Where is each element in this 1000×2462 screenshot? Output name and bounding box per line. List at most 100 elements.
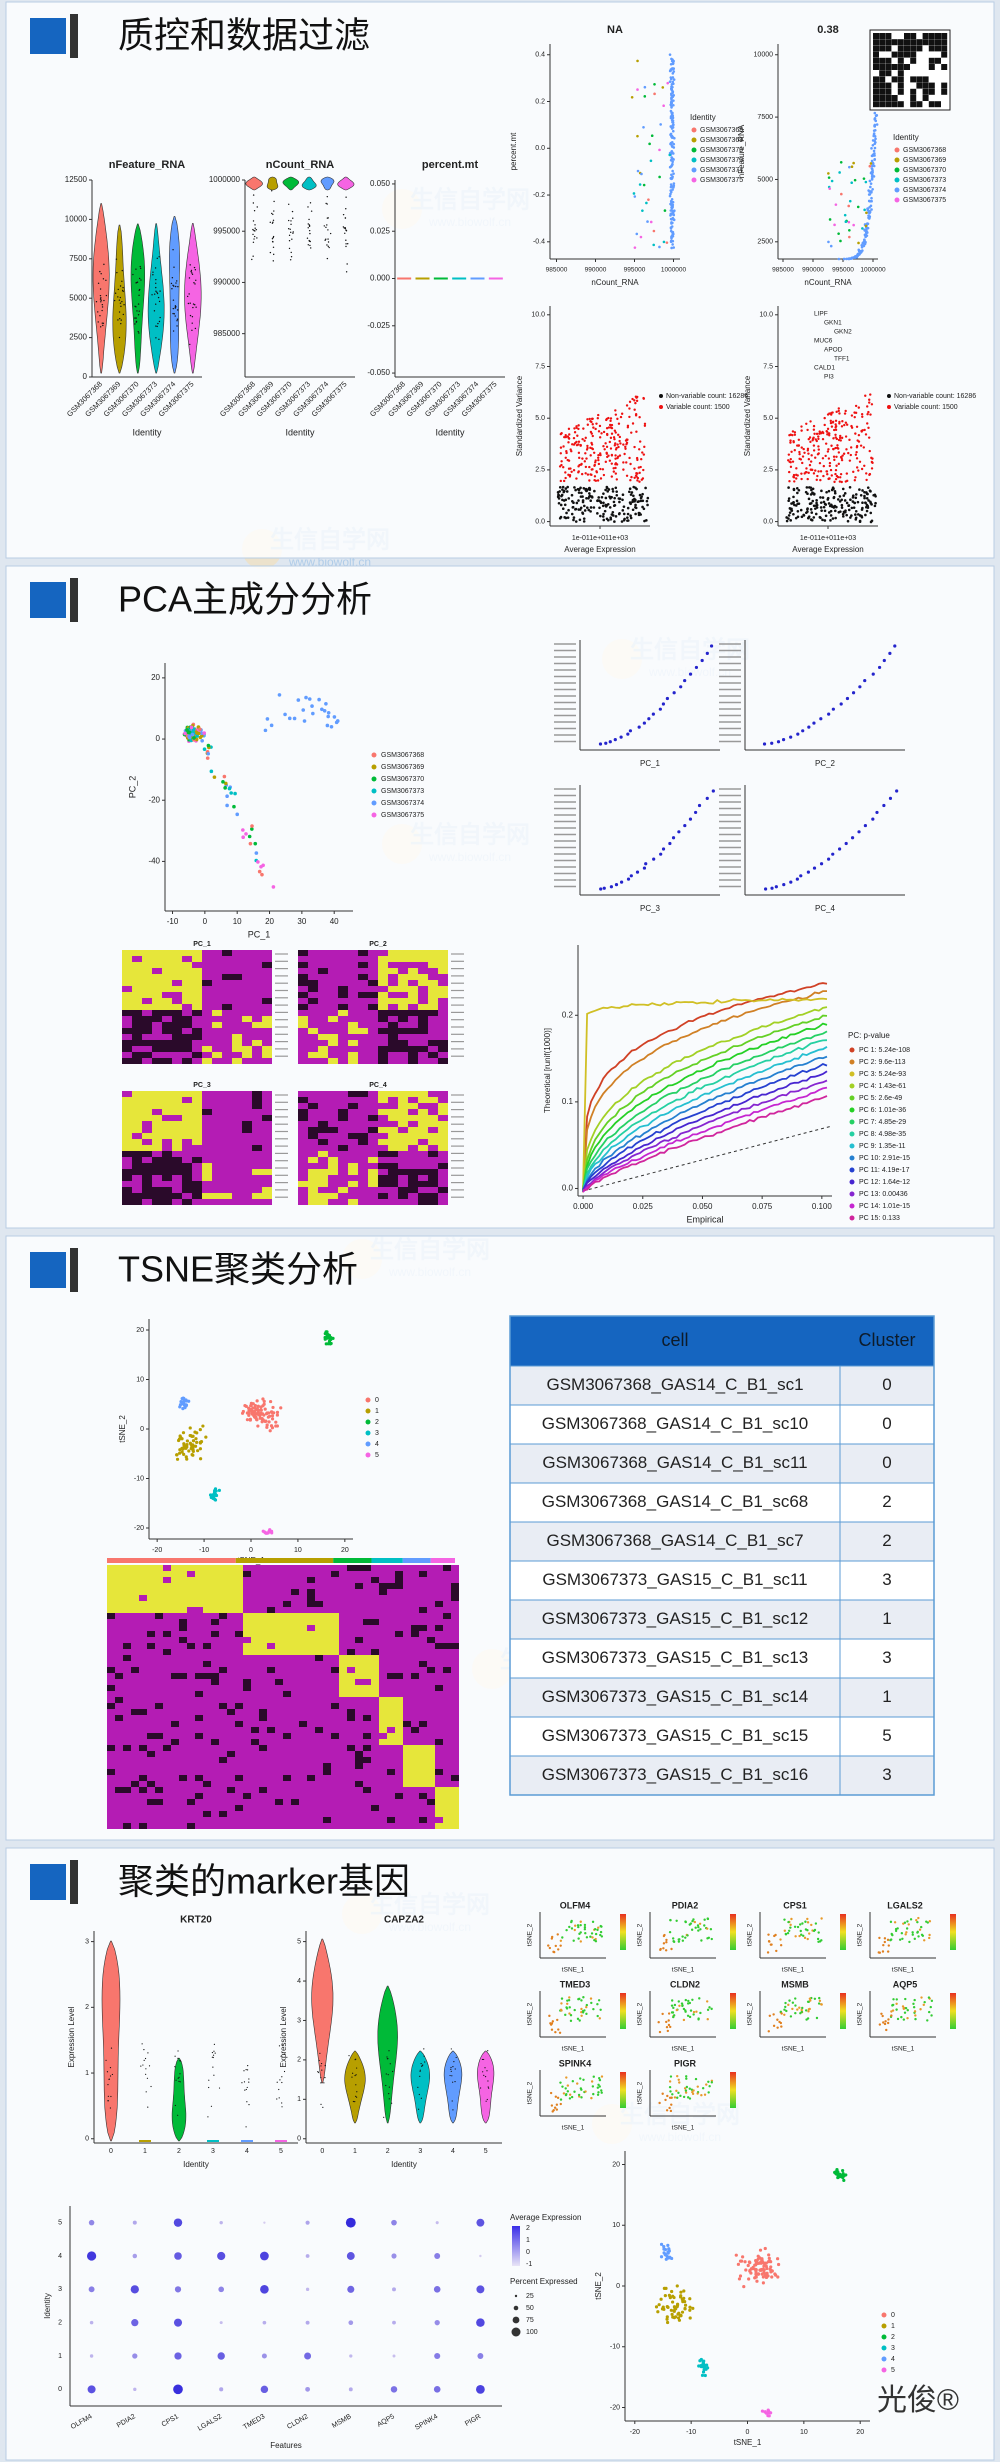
point	[614, 431, 617, 434]
point	[250, 1412, 254, 1416]
point	[670, 118, 674, 122]
y-tick-label: 10.0	[531, 312, 545, 319]
point	[634, 506, 638, 510]
point	[272, 213, 274, 216]
heatmap-cell	[152, 1109, 162, 1115]
loading-dot	[651, 712, 655, 716]
point	[787, 486, 790, 489]
heatmap-cell	[403, 1649, 411, 1655]
heatmap-cell	[368, 974, 378, 980]
heatmap-cell	[232, 962, 242, 968]
heatmap-cell	[187, 1685, 195, 1691]
point	[827, 172, 830, 175]
heatmap-cell	[162, 998, 172, 1004]
heatmap-cell	[203, 1691, 211, 1697]
heatmap-cell	[211, 1691, 219, 1697]
heatmap-cell	[155, 1679, 163, 1685]
heatmap-cell	[182, 950, 192, 956]
loading-dot	[863, 678, 867, 683]
heatmap-cell	[348, 1151, 358, 1157]
heatmap-cell	[131, 1673, 139, 1679]
x-tick-label: 990000	[802, 267, 824, 274]
heatmap-cell	[428, 1157, 438, 1163]
loading-dot	[893, 644, 897, 648]
point	[176, 309, 179, 311]
heatmap-cell	[132, 1103, 142, 1109]
heatmap-cell	[172, 1151, 182, 1157]
heatmap-cell	[328, 1199, 338, 1205]
heatmap-cell	[428, 986, 438, 992]
point	[632, 494, 635, 498]
panel-title: percent.mt	[422, 159, 479, 171]
heatmap-cell	[347, 1691, 355, 1697]
point	[326, 224, 328, 226]
heatmap-cell	[232, 1103, 242, 1109]
heatmap-cell	[378, 1139, 388, 1145]
heatmap-cell	[132, 1016, 142, 1022]
point	[636, 88, 639, 91]
heatmap-cell	[308, 986, 318, 992]
heatmap-cell	[358, 1127, 368, 1133]
heatmap-cell	[115, 1607, 123, 1613]
heatmap-cell	[348, 1040, 358, 1046]
point	[123, 304, 125, 306]
heatmap-cell	[347, 1661, 355, 1667]
point	[806, 477, 809, 481]
heatmap-cell	[328, 1109, 338, 1115]
point	[827, 502, 831, 505]
heatmap-cell	[388, 1163, 398, 1169]
point	[307, 223, 309, 225]
heatmap-cell	[298, 998, 308, 1004]
heatmap-cell	[219, 1679, 227, 1685]
qr-cell	[922, 76, 929, 83]
heatmap-cell	[388, 1016, 398, 1022]
heatmap-cell	[142, 974, 152, 980]
heatmap-cell	[395, 1685, 403, 1691]
heatmap-cell	[318, 1109, 328, 1115]
heatmap-cell	[283, 1697, 291, 1703]
point	[850, 426, 854, 429]
heatmap-cell	[107, 1583, 115, 1589]
heatmap-cell	[142, 1133, 152, 1139]
heatmap-cell	[355, 1649, 363, 1655]
heatmap-cell	[152, 1181, 162, 1187]
legend-dot	[849, 1179, 855, 1185]
point	[827, 240, 830, 244]
heatmap-cell	[262, 1016, 272, 1022]
heatmap-cell	[408, 992, 418, 998]
legend-dot	[371, 812, 377, 818]
heatmap-cell	[398, 1010, 408, 1016]
heatmap-cell	[212, 1034, 222, 1040]
loading-dot	[782, 883, 786, 887]
point	[255, 1399, 259, 1403]
heatmap-cell	[408, 1091, 418, 1097]
heatmap-cell	[171, 1577, 179, 1583]
point	[633, 476, 636, 479]
heatmap-cell	[379, 1655, 387, 1661]
heatmap-cell	[358, 1145, 368, 1151]
point	[607, 518, 610, 522]
heatmap-cell	[275, 1601, 283, 1607]
point	[839, 239, 842, 243]
point	[834, 203, 838, 206]
heatmap-cell	[132, 1163, 142, 1169]
point	[267, 1420, 271, 1424]
heatmap-cell	[283, 1583, 291, 1589]
qr-cell	[879, 64, 886, 70]
heatmap-cell	[235, 1661, 243, 1667]
heatmap-cell	[348, 956, 358, 962]
legend-dot	[849, 1107, 855, 1113]
heatmap-cell	[428, 1169, 438, 1175]
point	[855, 466, 859, 469]
heatmap-cell	[123, 1661, 131, 1667]
heatmap-cell	[318, 1016, 328, 1022]
heatmap-cell	[408, 998, 418, 1004]
heatmap-cell	[211, 1571, 219, 1577]
heatmap-cell	[283, 1643, 291, 1649]
heatmap-cell	[195, 1661, 203, 1667]
heatmap-cell	[347, 1571, 355, 1577]
heatmap-cell	[395, 1637, 403, 1643]
heatmap-cell	[438, 1052, 448, 1058]
heatmap-cell	[307, 1655, 315, 1661]
point	[261, 1404, 265, 1408]
